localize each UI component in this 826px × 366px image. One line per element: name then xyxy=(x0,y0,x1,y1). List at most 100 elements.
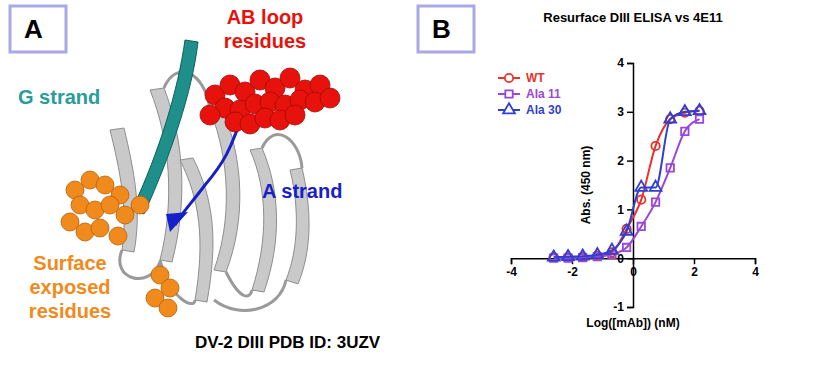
diagram-caption: DV-2 DIII PDB ID: 3UZV xyxy=(195,333,381,352)
panel-label-box xyxy=(418,6,474,52)
x-tick-label: 2 xyxy=(691,265,698,279)
legend-entry: WT xyxy=(498,71,545,85)
y-tick-mark xyxy=(627,63,633,65)
loop xyxy=(214,280,286,310)
data-point xyxy=(667,164,674,171)
g-strand xyxy=(132,40,198,214)
surface-atom xyxy=(101,196,119,214)
data-point xyxy=(548,250,560,260)
ab-loop-atom xyxy=(285,105,305,125)
data-point xyxy=(623,244,630,251)
a-strand xyxy=(175,105,245,225)
data-point xyxy=(650,181,662,191)
y-tick-mark xyxy=(627,112,633,114)
surface-atom xyxy=(116,206,134,224)
ab-loop-atom xyxy=(320,88,340,108)
y-tick: 0 xyxy=(617,252,633,266)
x-tick-mark xyxy=(511,258,513,264)
y-tick: 2 xyxy=(617,154,633,168)
data-point xyxy=(638,223,645,230)
x-axis: -4-2024 xyxy=(506,258,759,279)
a-strand-arrow xyxy=(166,212,188,232)
data-point xyxy=(562,250,574,260)
surface-atom xyxy=(61,213,79,231)
x-tick-label: 4 xyxy=(752,265,759,279)
diagram-label-line: A strand xyxy=(262,180,342,202)
legend-label: Ala 30 xyxy=(526,103,562,117)
surface-atom xyxy=(109,227,127,245)
y-axis: -1 0 1 2 3 4 xyxy=(613,56,633,314)
surface-atom xyxy=(96,176,114,194)
loop xyxy=(160,260,195,304)
surface-atom xyxy=(91,219,109,237)
y-tick-mark xyxy=(627,258,633,260)
y-tick: 3 xyxy=(617,105,633,119)
beta-sheet xyxy=(250,148,277,292)
data-point xyxy=(637,195,645,203)
figure: ABAB loopresiduesG strandA strandSurface… xyxy=(0,0,826,366)
y-tick-label: 3 xyxy=(617,105,624,119)
legend-label: WT xyxy=(526,71,545,85)
loop xyxy=(226,272,252,296)
series-line xyxy=(554,119,700,258)
x-tick: 4 xyxy=(752,258,759,279)
data-point xyxy=(652,198,659,205)
ab-loop-atom xyxy=(200,105,220,125)
data-point xyxy=(696,115,703,122)
series-line xyxy=(554,111,700,257)
structure-diagram: AB loopresiduesG strandA strandSurfaceex… xyxy=(18,6,381,352)
plot-marks xyxy=(548,104,706,262)
diagram-label-line: Surface xyxy=(33,252,106,274)
diagram-label: AB loopresidues xyxy=(224,6,306,52)
beta-sheet xyxy=(110,128,137,252)
x-tick-mark xyxy=(755,258,757,264)
y-tick-label: 1 xyxy=(617,203,624,217)
diagram-label: Surfaceexposedresidues xyxy=(29,252,111,322)
diagram-label-line: AB loop xyxy=(227,6,304,28)
x-tick-label: -4 xyxy=(506,265,517,279)
panel-label: A xyxy=(24,14,43,44)
diagram-label: G strand xyxy=(18,86,100,108)
diagram-label-line: G strand xyxy=(18,86,100,108)
surface-atom xyxy=(131,196,149,214)
y-tick-label: -1 xyxy=(613,300,624,314)
diagram-label-line: exposed xyxy=(29,276,110,298)
y-tick: 4 xyxy=(617,56,633,70)
data-point xyxy=(635,181,647,191)
diagram-label: A strand xyxy=(262,180,342,202)
y-axis-title: Abs. (450 nm) xyxy=(579,146,593,225)
diagram-label-line: residues xyxy=(224,30,306,52)
data-point xyxy=(664,112,676,122)
legend: WT Ala 11 Ala 30 xyxy=(498,71,562,117)
data-point xyxy=(577,249,589,259)
data-point xyxy=(651,142,659,150)
series-line xyxy=(554,111,700,257)
x-tick-label: -2 xyxy=(567,265,578,279)
y-tick-mark xyxy=(627,307,633,309)
legend-marker xyxy=(503,103,515,113)
legend-label: Ala 11 xyxy=(526,87,561,101)
y-tick-mark xyxy=(627,160,633,162)
surface-atom xyxy=(161,279,179,297)
legend-marker xyxy=(505,74,513,82)
data-point xyxy=(621,225,633,235)
y-tick-label: 4 xyxy=(617,56,624,70)
y-tick-label: 2 xyxy=(617,154,624,168)
legend-marker xyxy=(505,90,512,97)
surface-atom xyxy=(159,299,177,317)
diagram-label-line: residues xyxy=(29,300,111,322)
data-point xyxy=(694,104,706,114)
data-point xyxy=(591,248,603,258)
panel-label: B xyxy=(432,14,451,44)
loop xyxy=(262,135,302,168)
data-point xyxy=(679,105,691,115)
x-tick: 2 xyxy=(691,258,698,279)
panel-label-box xyxy=(10,6,66,52)
y-tick: -1 xyxy=(613,300,633,314)
legend-entry: Ala 30 xyxy=(498,103,562,117)
y-axis-line xyxy=(627,64,634,308)
legend-entry: Ala 11 xyxy=(498,87,561,101)
data-point xyxy=(681,128,688,135)
chart-title: Resurface DIII ELISA vs 4E11 xyxy=(543,10,722,25)
x-tick: -4 xyxy=(506,258,517,279)
